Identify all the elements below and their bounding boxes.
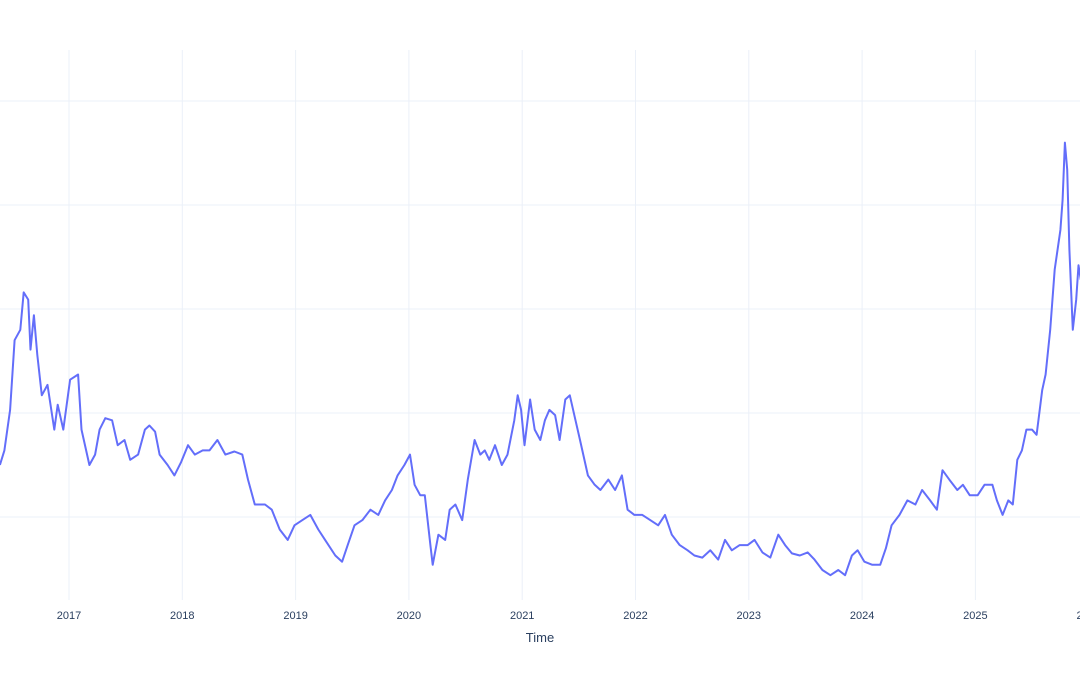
x-tick-label: 2020 — [397, 610, 421, 622]
series-line — [0, 141, 1080, 577]
x-tick-label: 2026 — [1076, 610, 1080, 622]
x-tick-label: 2023 — [737, 610, 761, 622]
y-gridlines — [0, 100, 1080, 518]
x-gridlines — [68, 50, 976, 600]
x-tick-label: 2019 — [283, 610, 307, 622]
x-axis-title: Time — [526, 630, 554, 645]
x-tick-labels: 2017 2018 2019 2020 2021 2022 2023 2024 2025 2026 — [57, 610, 1080, 622]
series-layer — [0, 141, 1080, 577]
x-tick-label: 2021 — [510, 610, 534, 622]
x-tick-label: 2018 — [170, 610, 194, 622]
x-tick-label: 2024 — [850, 610, 874, 622]
x-tick-label: 2025 — [963, 610, 987, 622]
x-tick-label: 2022 — [623, 610, 647, 622]
x-tick-label: 2017 — [57, 610, 81, 622]
